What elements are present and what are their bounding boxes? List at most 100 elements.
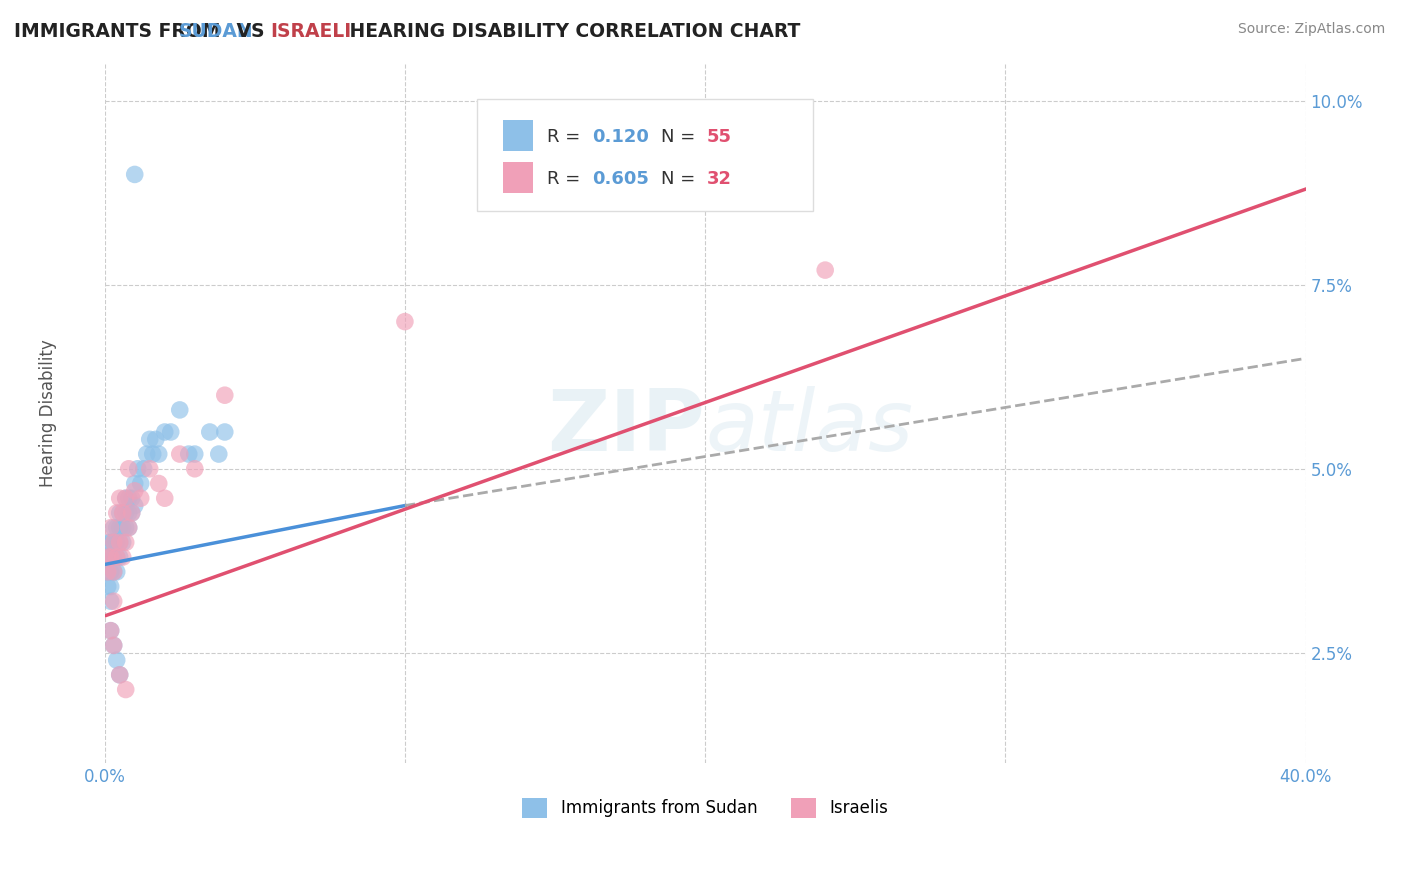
Point bbox=[105, 506, 128, 520]
Point bbox=[100, 550, 122, 565]
Point bbox=[118, 521, 141, 535]
Text: SUDAN: SUDAN bbox=[179, 22, 253, 41]
Point bbox=[111, 535, 134, 549]
Point bbox=[114, 521, 136, 535]
Point bbox=[148, 476, 170, 491]
Point bbox=[108, 550, 131, 565]
Point bbox=[105, 653, 128, 667]
Text: Source: ZipAtlas.com: Source: ZipAtlas.com bbox=[1237, 22, 1385, 37]
Point bbox=[394, 315, 416, 329]
Point bbox=[169, 447, 191, 461]
Point bbox=[118, 462, 141, 476]
Point bbox=[214, 388, 236, 402]
Point bbox=[100, 580, 122, 594]
Point bbox=[135, 447, 157, 461]
Point bbox=[103, 639, 125, 653]
Point bbox=[214, 425, 236, 439]
Point bbox=[111, 506, 134, 520]
Point bbox=[208, 447, 231, 461]
Bar bbox=[503, 120, 533, 152]
Point bbox=[118, 491, 141, 506]
Point bbox=[121, 506, 143, 520]
Point bbox=[129, 476, 152, 491]
Point bbox=[121, 506, 143, 520]
Point bbox=[108, 668, 131, 682]
Point bbox=[97, 535, 120, 549]
Point bbox=[97, 565, 120, 579]
Text: 0.605: 0.605 bbox=[592, 170, 650, 188]
Point bbox=[108, 491, 131, 506]
Point bbox=[169, 403, 191, 417]
Point bbox=[118, 521, 141, 535]
Point bbox=[103, 639, 125, 653]
Point bbox=[100, 624, 122, 638]
Point bbox=[100, 521, 122, 535]
Text: HEARING DISABILITY CORRELATION CHART: HEARING DISABILITY CORRELATION CHART bbox=[343, 22, 800, 41]
Text: IMMIGRANTS FROM: IMMIGRANTS FROM bbox=[14, 22, 226, 41]
Point bbox=[100, 594, 122, 608]
Text: atlas: atlas bbox=[706, 386, 912, 469]
Point bbox=[114, 491, 136, 506]
Point bbox=[97, 550, 120, 565]
Point bbox=[105, 565, 128, 579]
Point bbox=[103, 594, 125, 608]
Point bbox=[105, 550, 128, 565]
Point bbox=[108, 535, 131, 549]
Point bbox=[103, 550, 125, 565]
Point bbox=[111, 550, 134, 565]
Point bbox=[132, 462, 155, 476]
Point bbox=[121, 491, 143, 506]
Point bbox=[108, 506, 131, 520]
Bar bbox=[503, 162, 533, 194]
Point bbox=[114, 682, 136, 697]
Point bbox=[100, 565, 122, 579]
Point bbox=[129, 491, 152, 506]
Text: ZIP: ZIP bbox=[547, 386, 706, 469]
Point bbox=[814, 263, 837, 277]
Point bbox=[108, 521, 131, 535]
Point bbox=[97, 565, 120, 579]
Point bbox=[108, 535, 131, 549]
Point bbox=[105, 521, 128, 535]
Point bbox=[124, 168, 146, 182]
Text: 32: 32 bbox=[706, 170, 731, 188]
Point bbox=[124, 476, 146, 491]
Point bbox=[114, 535, 136, 549]
Legend: Immigrants from Sudan, Israelis: Immigrants from Sudan, Israelis bbox=[516, 791, 894, 825]
Point bbox=[124, 499, 146, 513]
Text: N =: N = bbox=[661, 128, 700, 146]
Point bbox=[127, 462, 149, 476]
Text: 0.120: 0.120 bbox=[592, 128, 650, 146]
Text: R =: R = bbox=[547, 170, 586, 188]
Point bbox=[124, 483, 146, 498]
FancyBboxPatch shape bbox=[477, 99, 813, 211]
Point bbox=[138, 462, 160, 476]
Point bbox=[103, 521, 125, 535]
Point bbox=[97, 580, 120, 594]
Point bbox=[111, 506, 134, 520]
Point bbox=[138, 433, 160, 447]
Point bbox=[97, 550, 120, 565]
Point bbox=[108, 668, 131, 682]
Text: R =: R = bbox=[547, 128, 586, 146]
Point bbox=[142, 447, 165, 461]
Point bbox=[100, 550, 122, 565]
Point bbox=[100, 535, 122, 549]
Text: 55: 55 bbox=[706, 128, 731, 146]
Point bbox=[153, 491, 176, 506]
Point bbox=[103, 535, 125, 549]
Point bbox=[153, 425, 176, 439]
Text: ISRAELI: ISRAELI bbox=[271, 22, 352, 41]
Point bbox=[103, 565, 125, 579]
Point bbox=[177, 447, 200, 461]
Point bbox=[103, 535, 125, 549]
Text: VS: VS bbox=[229, 22, 270, 41]
Point bbox=[159, 425, 181, 439]
Point bbox=[105, 535, 128, 549]
Point bbox=[145, 433, 167, 447]
Point bbox=[111, 521, 134, 535]
Point bbox=[114, 506, 136, 520]
Point bbox=[148, 447, 170, 461]
Point bbox=[184, 462, 207, 476]
Point bbox=[184, 447, 207, 461]
